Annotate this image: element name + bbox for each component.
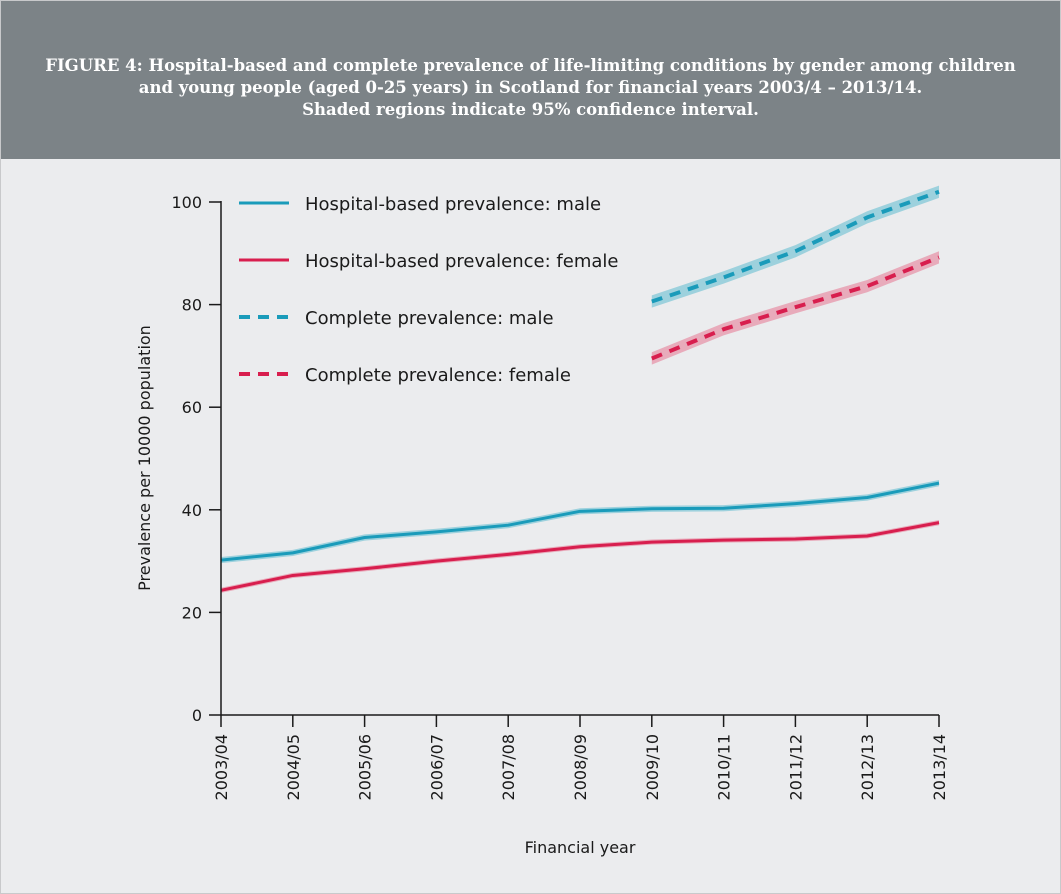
x-tick-label: 2011/12 (786, 734, 805, 800)
legend: Hospital-based prevalence: male Hospital-… (239, 194, 618, 386)
x-tick-label: 2013/14 (930, 734, 949, 800)
ci-band-1 (221, 520, 939, 593)
figure-caption: FIGURE 4: Hospital-based and complete pr… (1, 1, 1060, 159)
legend-label-3: Complete prevalence: female (305, 365, 571, 386)
legend-label-0: Hospital-based prevalence: male (305, 194, 601, 215)
y-tick-label: 80 (182, 296, 202, 315)
legend-label-2: Complete prevalence: male (305, 308, 554, 329)
series-line-3 (651, 255, 940, 361)
y-tick-label: 100 (171, 193, 202, 212)
x-tick-label: 2006/07 (427, 734, 446, 800)
ci-band-2 (651, 185, 939, 308)
ci-band-0 (221, 480, 939, 564)
y-tick-label: 40 (182, 501, 202, 520)
x-axis-label: Financial year (525, 838, 636, 857)
x-tick-label: 2007/08 (499, 734, 518, 800)
x-tick-label: 2008/09 (571, 734, 590, 800)
y-tick-label: 60 (182, 398, 202, 417)
x-tick-label: 2004/05 (284, 734, 303, 800)
series-line-2 (651, 189, 940, 304)
x-tick-label: 2009/10 (643, 734, 662, 800)
y-axis-label: Prevalence per 10000 population (135, 325, 154, 591)
x-tick-label: 2012/13 (858, 734, 877, 800)
legend-label-1: Hospital-based prevalence: female (305, 251, 618, 272)
series-lines (220, 189, 940, 592)
x-tick-label: 2010/11 (715, 734, 734, 800)
caption-line-1: FIGURE 4: Hospital-based and complete pr… (45, 56, 1016, 75)
y-tick-label: 0 (192, 706, 202, 725)
series-line-1 (220, 521, 940, 592)
caption-line-3: Shaded regions indicate 95% confidence i… (302, 100, 759, 119)
axes: 0 20 40 60 80 100 2003/04 2004/05 2005/06 2006/07… (171, 193, 949, 800)
x-tick-label: 2005/06 (356, 734, 375, 800)
confidence-bands (221, 185, 939, 593)
caption-line-2: and young people (aged 0-25 years) in Sc… (138, 78, 923, 97)
series-line-0 (220, 481, 940, 562)
y-tick-label: 20 (182, 603, 202, 622)
x-tick-label: 2003/04 (212, 734, 231, 800)
